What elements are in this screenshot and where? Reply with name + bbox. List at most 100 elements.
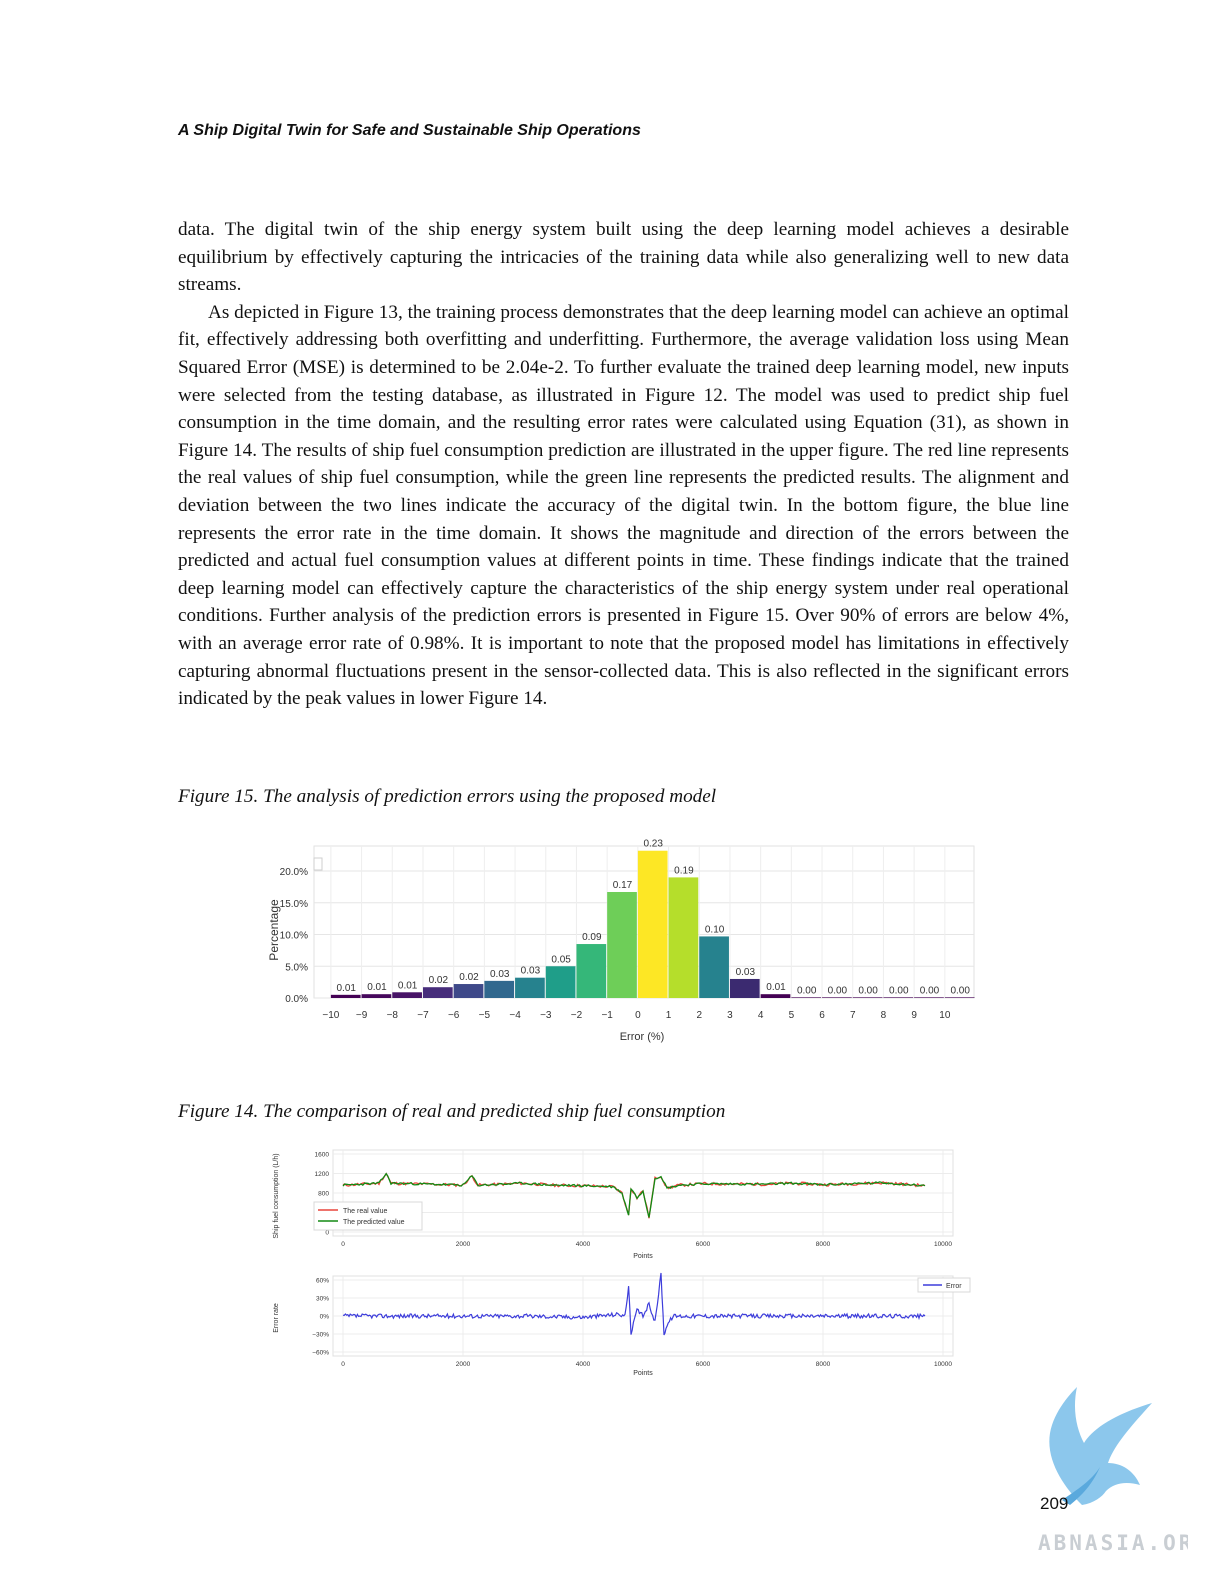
bar-value-label: 0.00 <box>889 985 909 996</box>
y-tick-label: 10.0% <box>280 931 308 942</box>
series-line-predicted-value <box>342 1172 926 1218</box>
x-tick-label: 6 <box>819 1010 825 1021</box>
x-tick-label: 4000 <box>576 1241 591 1248</box>
x-tick-label: −1 <box>601 1010 613 1021</box>
bar-value-label: 0.23 <box>643 839 663 850</box>
x-tick-label: 9 <box>911 1010 917 1021</box>
y-tick-label: 1200 <box>315 1171 330 1178</box>
bar <box>330 994 361 998</box>
bar-value-label: 0.02 <box>459 972 479 983</box>
bar-value-label: 0.03 <box>736 967 756 978</box>
bar <box>944 997 975 998</box>
error-chart-y-ticks: 60% 30% 0% −30% −60% <box>312 1278 329 1357</box>
x-tick-label: −10 <box>322 1010 339 1021</box>
bar-value-label: 0.00 <box>828 985 848 996</box>
page-number: 209 <box>1040 1494 1069 1513</box>
error-histogram-chart: 0.0% 5.0% 10.0% 15.0% 20.0% 0.01 0.01 0.01 0.02… <box>267 838 984 1054</box>
bar <box>791 997 822 998</box>
bar-chart-x-label: Error (%) <box>620 1031 665 1043</box>
error-chart-y-label: Error rate <box>273 1303 280 1333</box>
x-tick-label: 7 <box>850 1010 856 1021</box>
bar <box>453 984 484 998</box>
y-tick-label: 800 <box>318 1191 329 1198</box>
error-chart-x-ticks: 0 2000 4000 6000 8000 10000 <box>341 1361 952 1368</box>
y-tick-label: 0 <box>325 1230 329 1237</box>
fuel-chart-x-ticks: 0 2000 4000 6000 8000 10000 <box>341 1241 952 1248</box>
bar-value-label: 0.00 <box>797 985 817 996</box>
bar <box>760 994 791 998</box>
x-tick-label: 8000 <box>816 1241 831 1248</box>
x-tick-label: 0 <box>341 1361 345 1368</box>
x-tick-label: 2000 <box>456 1361 471 1368</box>
bar-value-label: 0.00 <box>920 985 940 996</box>
y-tick-label: 0.0% <box>285 994 308 1005</box>
bar-value-label: 0.09 <box>582 932 602 943</box>
legend-frame <box>917 1277 971 1293</box>
fuel-chart-y-label: Ship fuel consumption (L/h) <box>273 1153 280 1238</box>
bar <box>607 891 637 998</box>
figure-15-caption: Figure 15. The analysis of prediction er… <box>178 786 717 807</box>
x-tick-label: 1 <box>666 1010 672 1021</box>
y-tick-label: 15.0% <box>280 899 308 910</box>
x-tick-label: 8 <box>881 1010 887 1021</box>
bar <box>914 997 944 998</box>
bar-chart-y-label: Percentage <box>268 899 281 961</box>
body-text: data. The digital twin of the ship energ… <box>178 216 1069 713</box>
paragraph-2: As depicted in Figure 13, the training p… <box>178 301 1069 710</box>
x-tick-label: 10 <box>939 1010 951 1021</box>
bar <box>729 978 760 998</box>
x-tick-label: 0 <box>341 1241 345 1248</box>
x-tick-label: −2 <box>571 1010 583 1021</box>
x-tick-label: 10000 <box>934 1361 952 1368</box>
bar-value-label: 0.10 <box>705 924 725 935</box>
x-tick-label: 10000 <box>934 1241 952 1248</box>
x-tick-label: −5 <box>479 1010 491 1021</box>
x-tick-label: −8 <box>387 1010 399 1021</box>
x-tick-label: −3 <box>540 1010 552 1021</box>
bar <box>515 977 545 998</box>
x-tick-label: −4 <box>509 1010 521 1021</box>
y-tick-label: 0% <box>320 1314 330 1321</box>
y-tick-label: 5.0% <box>285 962 308 973</box>
x-tick-label: 0 <box>635 1010 641 1021</box>
x-tick-label: 3 <box>727 1010 733 1021</box>
x-tick-label: 5 <box>789 1010 795 1021</box>
x-tick-label: 8000 <box>816 1361 831 1368</box>
bar <box>637 850 668 998</box>
bar-chart-y-ticks: 0.0% 5.0% 10.0% 15.0% 20.0% <box>280 867 308 1005</box>
bar-value-label: 0.01 <box>398 980 418 991</box>
fuel-chart-legend: The real value The predicted value <box>313 1201 423 1231</box>
legend-real-label: The real value <box>343 1208 387 1215</box>
bar-value-label: 0.17 <box>613 880 633 891</box>
bar <box>392 992 422 998</box>
bar-value-label: 0.03 <box>521 966 541 977</box>
bar-value-label: 0.01 <box>367 982 387 993</box>
bar-value-label: 0.00 <box>950 985 970 996</box>
legend-frame <box>313 1201 423 1231</box>
x-tick-label: 4 <box>758 1010 764 1021</box>
bar-value-label: 0.19 <box>674 865 694 876</box>
bar-chart-x-ticks: −10 −9 −8 −7 −6 −5 −4 −3 −2 −1 0 1 2 3 4 5 6 7 8 9 10 <box>322 1010 950 1021</box>
bar-value-label: 0.01 <box>766 982 786 993</box>
watermark-text: ABNASIA.ORG <box>1038 1531 1188 1555</box>
legend-predicted-label: The predicted value <box>343 1219 405 1226</box>
error-chart-grid <box>332 1275 954 1357</box>
y-tick-label: −60% <box>312 1350 329 1357</box>
bar <box>822 997 852 998</box>
x-tick-label: 6000 <box>696 1241 711 1248</box>
bar <box>852 997 883 998</box>
bar-value-label: 0.03 <box>490 969 510 980</box>
x-tick-label: 6000 <box>696 1361 711 1368</box>
series-line-error <box>342 1272 926 1336</box>
bar-value-label: 0.02 <box>429 975 449 986</box>
error-rate-chart: 60%30%0%−30%−60% 0 2000 4000 6000 8000 10000 … <box>270 1268 976 1380</box>
bar <box>545 966 576 998</box>
y-tick-label: 1600 <box>315 1152 330 1159</box>
x-tick-label: −7 <box>417 1010 429 1021</box>
y-tick-label: 60% <box>316 1278 329 1285</box>
legend-box-icon <box>313 857 323 871</box>
paragraph-1: data. The digital twin of the ship energ… <box>178 219 1069 296</box>
